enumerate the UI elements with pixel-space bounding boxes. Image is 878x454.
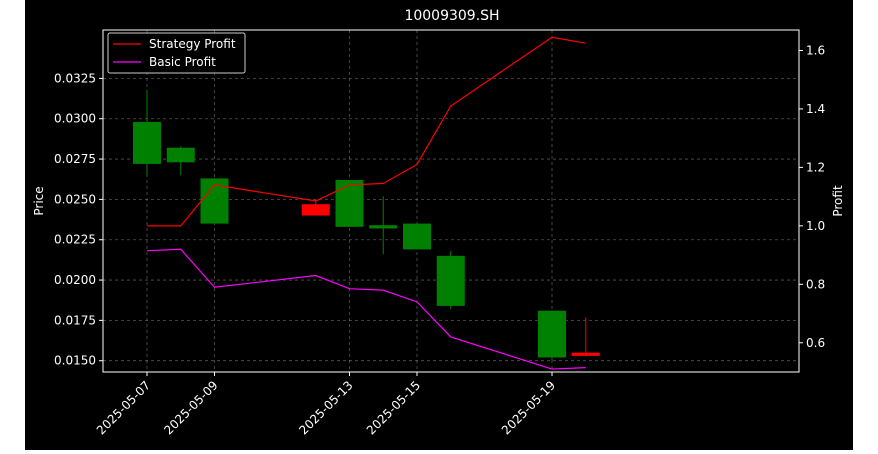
right-tick-label: 0.6 xyxy=(806,336,825,350)
candle-body xyxy=(301,204,330,216)
x-tick-label: 2025-05-09 xyxy=(161,378,220,437)
x-tick-label: 2025-05-07 xyxy=(94,378,153,437)
candle-body xyxy=(571,352,600,356)
candle-body xyxy=(133,121,161,164)
left-tick-label: 0.0275 xyxy=(54,152,96,166)
candle-body xyxy=(538,310,566,358)
candlestick-profit-chart: 10009309.SH 0.0150 0.0175 0.0200 0.0225 0.02… xyxy=(32,8,845,437)
plot-frame xyxy=(102,29,800,373)
left-tick-label: 0.0200 xyxy=(54,273,96,287)
candle-body xyxy=(335,180,364,227)
x-axis-ticks: 2025-05-07 2025-05-09 2025-05-13 2025-05-15… xyxy=(94,372,558,437)
candle-body xyxy=(166,147,195,163)
legend-basic-label: Basic Profit xyxy=(149,55,216,69)
left-tick-label: 0.0325 xyxy=(54,71,96,85)
x-tick-label: 2025-05-15 xyxy=(364,378,423,437)
left-tick-label: 0.0300 xyxy=(54,112,96,126)
legend-box xyxy=(107,32,246,74)
profit-lines-layer xyxy=(146,36,586,370)
x-tick-label: 2025-05-19 xyxy=(499,378,558,437)
right-tick-label: 0.8 xyxy=(806,277,825,291)
candle-body xyxy=(436,255,465,306)
chart-title: 10009309.SH xyxy=(404,8,499,24)
right-tick-label: 1.4 xyxy=(806,102,825,116)
left-tick-label: 0.0250 xyxy=(54,192,96,206)
x-tick-label: 2025-05-13 xyxy=(296,378,355,437)
left-tick-label: 0.0225 xyxy=(54,233,96,247)
left-tick-label: 0.0150 xyxy=(54,354,96,368)
chart-figure: 10009309.SH 0.0150 0.0175 0.0200 0.0225 0.02… xyxy=(25,0,853,450)
right-tick-label: 1.6 xyxy=(806,43,825,57)
candle-body xyxy=(403,223,431,250)
right-tick-label: 1.0 xyxy=(806,219,825,233)
candles-layer xyxy=(133,89,600,361)
legend: Strategy Profit Basic Profit xyxy=(107,32,246,74)
strategy-profit-line xyxy=(147,36,586,227)
right-axis-ticks: 0.6 0.8 1.0 1.2 1.4 1.6 xyxy=(799,43,825,350)
left-axis-label: Price xyxy=(32,186,46,215)
legend-strategy-label: Strategy Profit xyxy=(149,37,236,51)
right-tick-label: 1.2 xyxy=(806,160,825,174)
right-axis-label: Profit xyxy=(831,185,845,217)
candle-body xyxy=(369,225,398,229)
left-tick-label: 0.0175 xyxy=(54,313,96,327)
left-axis-ticks: 0.0150 0.0175 0.0200 0.0225 0.0250 0.0275 0.03… xyxy=(54,71,103,368)
basic-profit-line xyxy=(146,248,586,370)
